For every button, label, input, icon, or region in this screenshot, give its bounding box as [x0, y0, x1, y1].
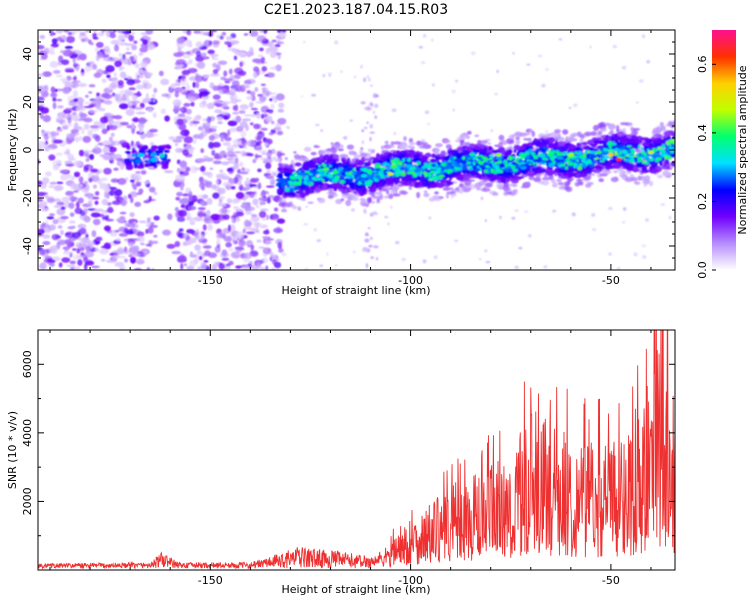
spectrogram-ytick-label: 20 [21, 95, 34, 109]
colorbar-tick-label: 0.6 [696, 56, 709, 74]
snr-xtick-label: -50 [602, 574, 620, 587]
spectrogram-ylabel: Frequency (Hz) [6, 109, 19, 192]
snr-ytick-label: 6000 [21, 350, 34, 378]
colorbar-tick-label: 0.0 [696, 261, 709, 279]
figure-title: C2E1.2023.187.04.15.R03 [264, 2, 448, 18]
snr-xtick-label: -150 [198, 574, 223, 587]
snr-axes: -150 -100 -50 2000 4000 6000 [21, 329, 675, 587]
spectrogram-ytick-label: 0 [21, 147, 34, 154]
snr-xtick-label: -100 [398, 574, 423, 587]
spectrogram-xtick-label: -150 [198, 274, 223, 287]
colorbar-tick-label: 0.4 [696, 124, 709, 142]
colorbar-ticks: 0.0 0.2 0.4 0.6 [696, 56, 716, 279]
spectrogram-ytick-label: -20 [21, 189, 34, 207]
spectrogram-xlabel: Height of straight line (km) [281, 284, 430, 297]
snr-xlabel: Height of straight line (km) [281, 583, 430, 596]
snr-ytick-label: 4000 [21, 419, 34, 447]
spectrogram-heatmap [38, 30, 675, 270]
snr-series-line [38, 330, 675, 570]
spectrogram-xtick-label: -100 [398, 274, 423, 287]
spectrogram-axes: -150 -100 -50 -40 -20 0 20 40 [21, 30, 675, 287]
spectrogram-ytick-label: -40 [21, 237, 34, 255]
spectrogram-ytick-label: 40 [21, 47, 34, 61]
snr-ylabel: SNR (10 * v/v) [6, 411, 19, 489]
snr-panel: -150 -100 -50 2000 4000 6000 Height of straig… [6, 329, 676, 596]
snr-frame [37, 329, 676, 571]
snr-ytick-label: 2000 [21, 487, 34, 515]
colorbar-tick-label: 0.2 [696, 193, 709, 211]
colorbar-gradient [712, 30, 736, 270]
spectrogram-panel: -150 -100 -50 -40 -20 0 20 40 Height of straigh… [6, 29, 676, 297]
spectrogram-xtick-label: -50 [602, 274, 620, 287]
colorbar: 0.0 0.2 0.4 0.6 Normalized spectral amplitu… [696, 30, 749, 279]
colorbar-label: Normalized spectral amplitude [736, 65, 749, 234]
